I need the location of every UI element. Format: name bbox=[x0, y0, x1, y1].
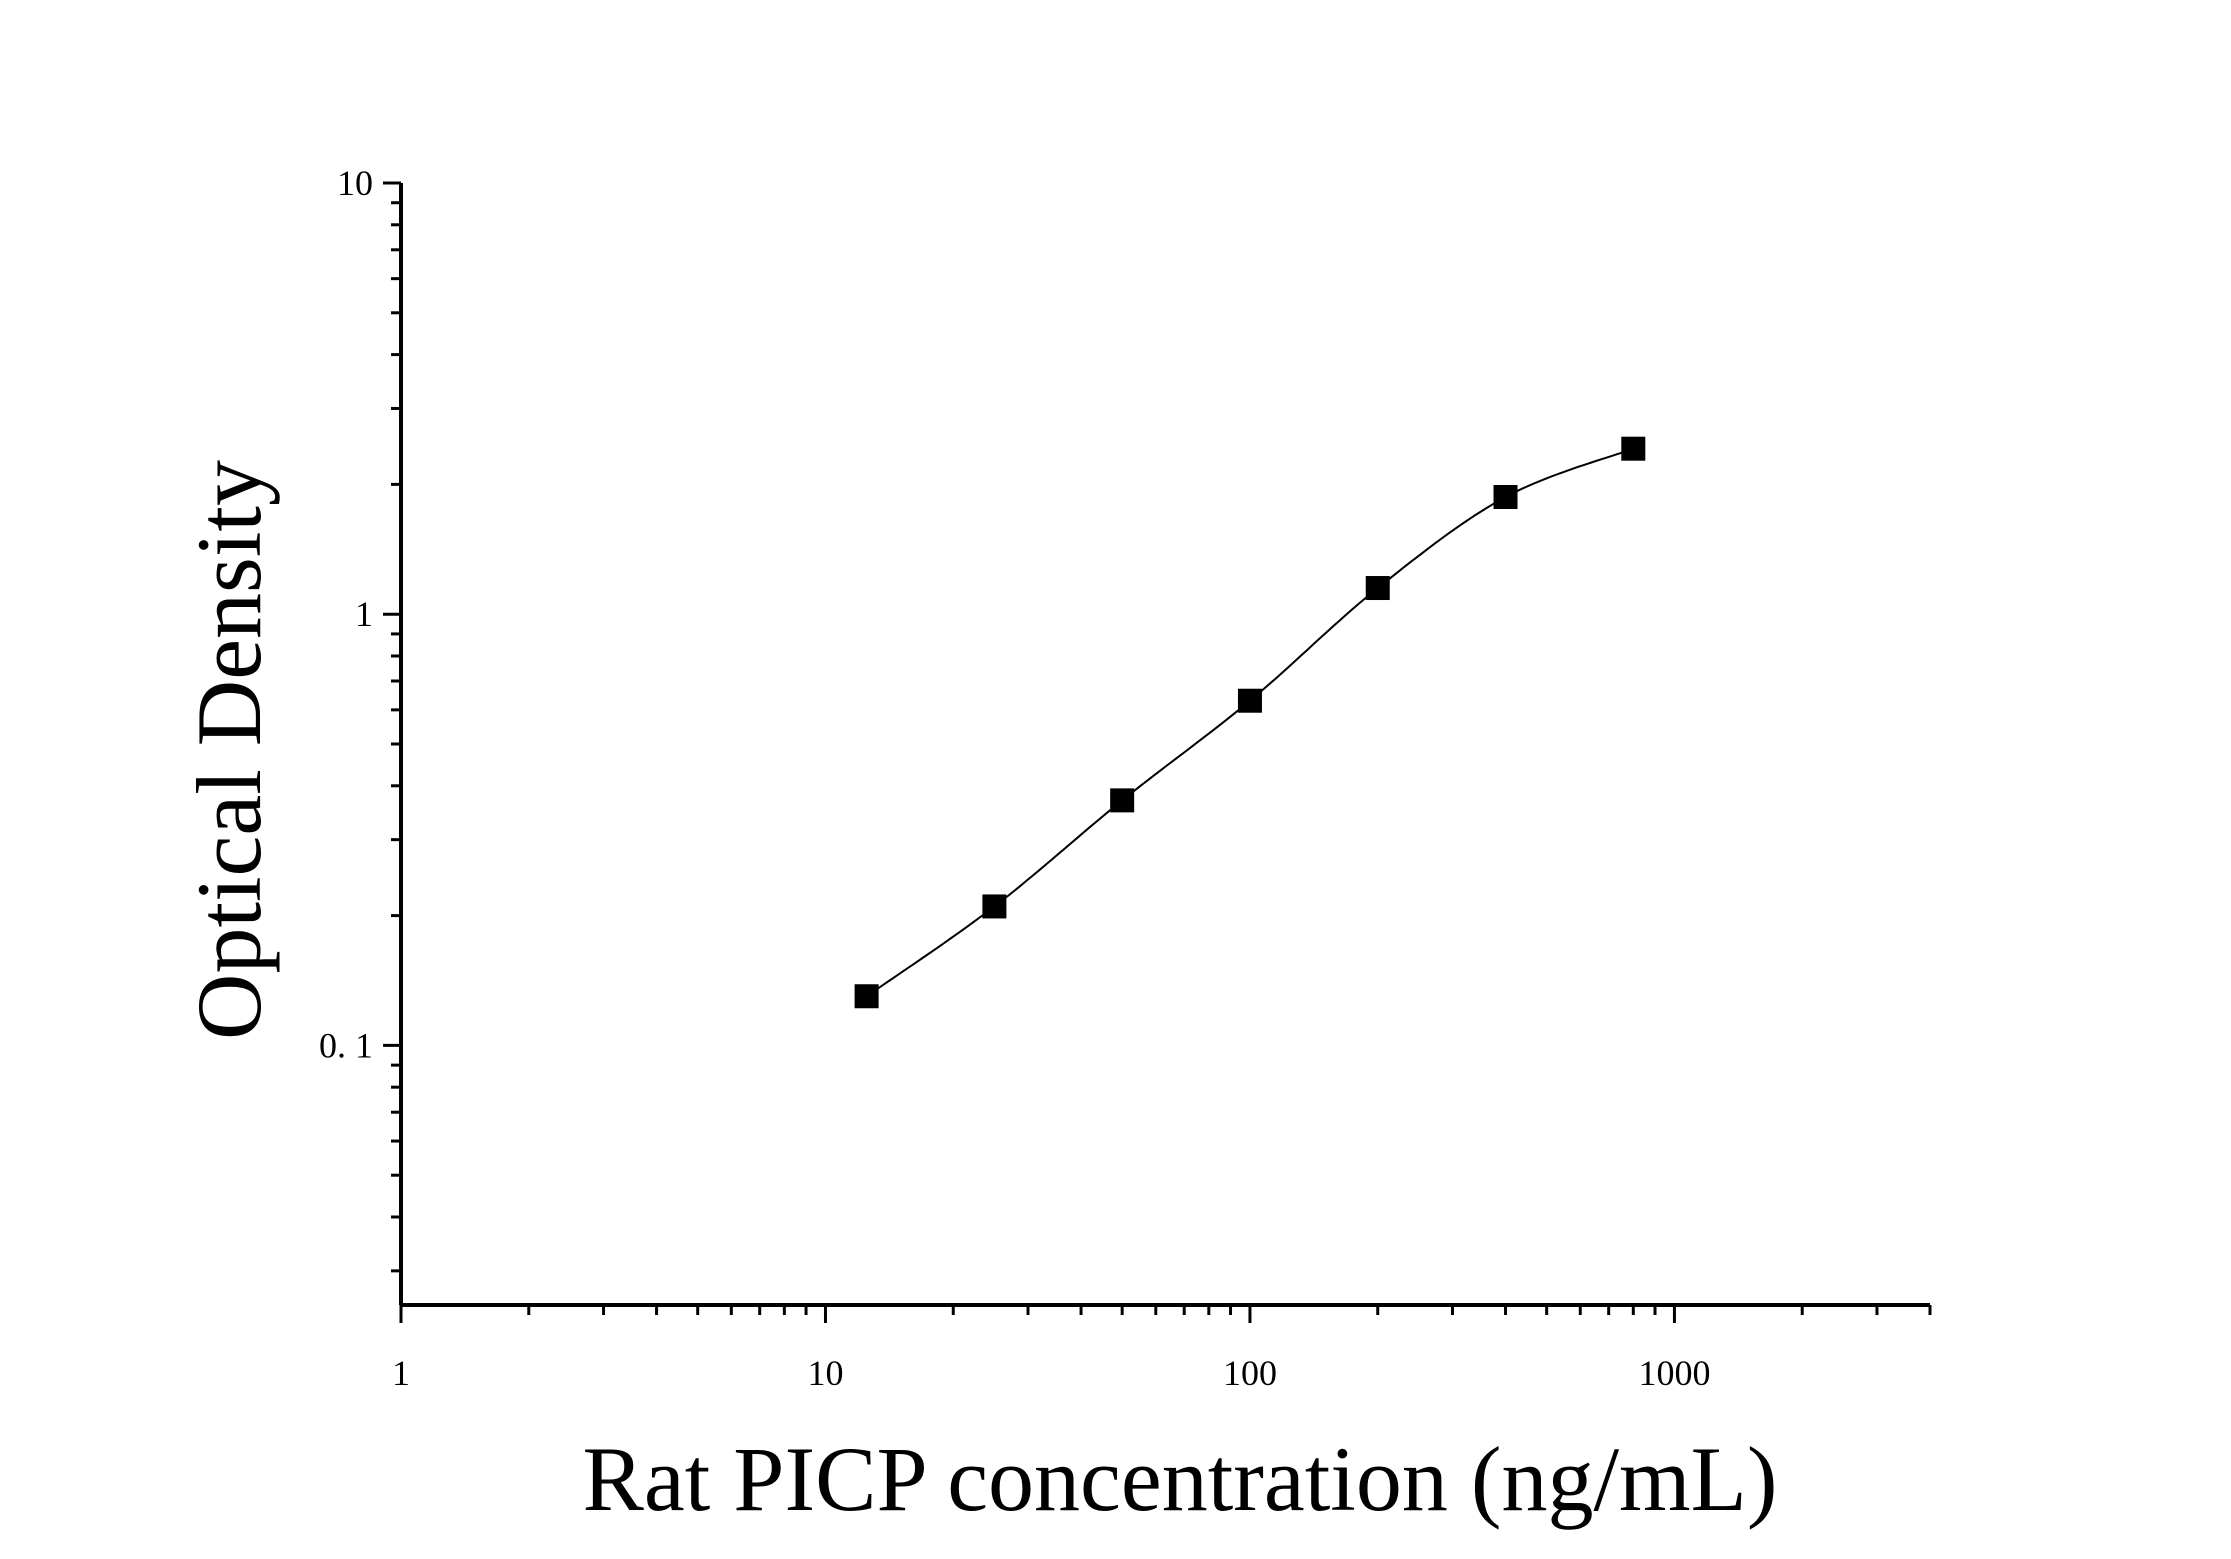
data-point bbox=[1110, 788, 1135, 813]
fit-curve bbox=[866, 447, 1634, 998]
data-point bbox=[1365, 576, 1390, 601]
axes bbox=[399, 183, 1930, 1307]
data-point bbox=[982, 894, 1007, 919]
data-point bbox=[1237, 688, 1262, 713]
x-tick-label: 100 bbox=[1223, 1353, 1277, 1393]
x-tick-label: 1 bbox=[392, 1353, 410, 1393]
y-axis-title: Optical Density bbox=[178, 460, 280, 1040]
x-axis-title: Rat PICP concentration (ng/mL) bbox=[583, 1428, 1778, 1530]
fit-curve-layer bbox=[866, 447, 1634, 998]
data-point bbox=[1493, 484, 1518, 509]
data-point bbox=[1621, 436, 1646, 461]
x-tick-label: 1000 bbox=[1638, 1353, 1710, 1393]
y-tick-label: 10 bbox=[337, 163, 373, 203]
y-tick-label: 1 bbox=[355, 594, 373, 634]
y-axis-ticks: 0. 1 1 10 bbox=[319, 163, 401, 1273]
data-point bbox=[854, 984, 879, 1009]
data-points bbox=[854, 436, 1646, 1009]
y-tick-label: 0. 1 bbox=[319, 1025, 373, 1065]
x-tick-label: 10 bbox=[807, 1353, 843, 1393]
x-axis-ticks: 1 10 100 1000 bbox=[392, 1305, 1932, 1393]
